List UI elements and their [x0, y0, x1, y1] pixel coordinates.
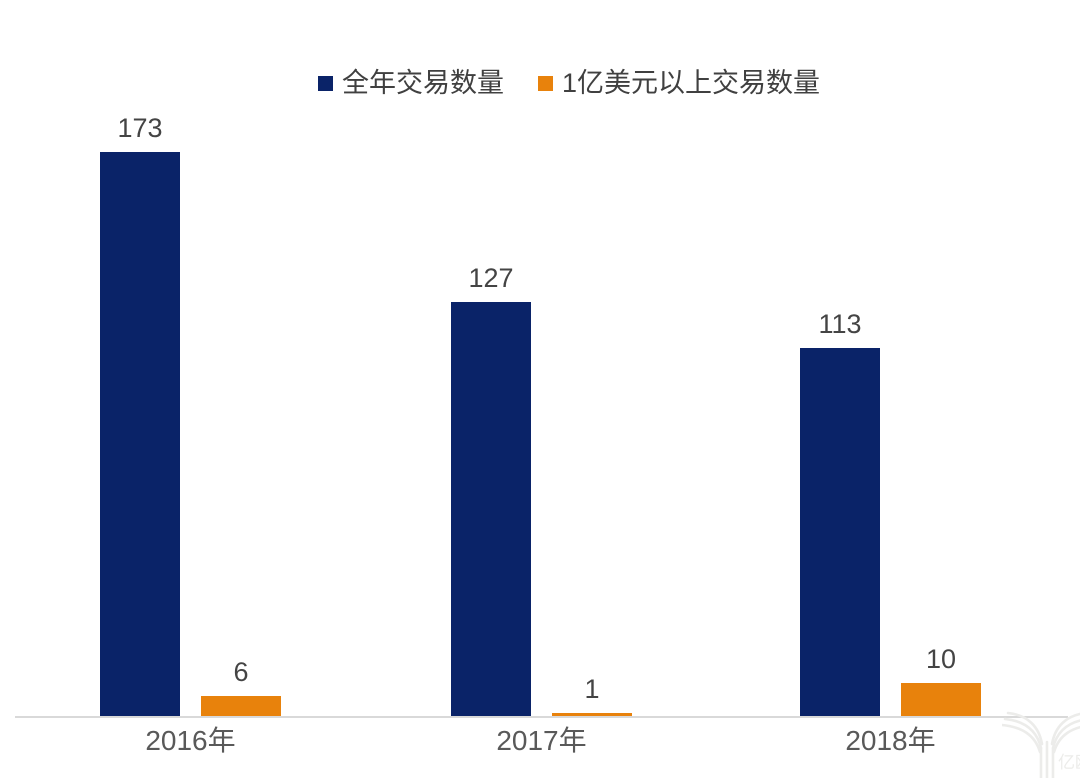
legend-label: 全年交易数量 [342, 68, 504, 98]
bar-value-label: 1 [584, 674, 600, 704]
bar-value-label: 173 [117, 113, 163, 143]
legend-swatch-icon [318, 76, 333, 91]
x-axis-label: 2016年 [145, 725, 236, 756]
legend-label: 1亿美元以上交易数量 [562, 68, 821, 98]
bar-value-label: 113 [818, 309, 862, 339]
x-axis-line [15, 716, 1068, 718]
bar-2018年-series2 [901, 683, 981, 716]
bar-value-label: 127 [468, 263, 514, 293]
x-axis-label: 2017年 [496, 725, 587, 756]
legend-item-series1: 全年交易数量 [318, 70, 504, 97]
bar-value-label: 10 [925, 644, 957, 674]
bar-2017年-series1 [451, 302, 531, 716]
bar-value-label: 6 [233, 657, 249, 687]
bar-2018年-series1 [800, 348, 880, 716]
legend-swatch-icon [538, 76, 553, 91]
chart-legend: 全年交易数量 1亿美元以上交易数量 [318, 70, 820, 97]
bar-2016年-series1 [100, 152, 180, 716]
x-axis-label: 2018年 [845, 725, 936, 756]
bar-2017年-series2 [552, 713, 632, 716]
bar-2016年-series2 [201, 696, 281, 716]
legend-item-series2: 1亿美元以上交易数量 [538, 70, 820, 97]
